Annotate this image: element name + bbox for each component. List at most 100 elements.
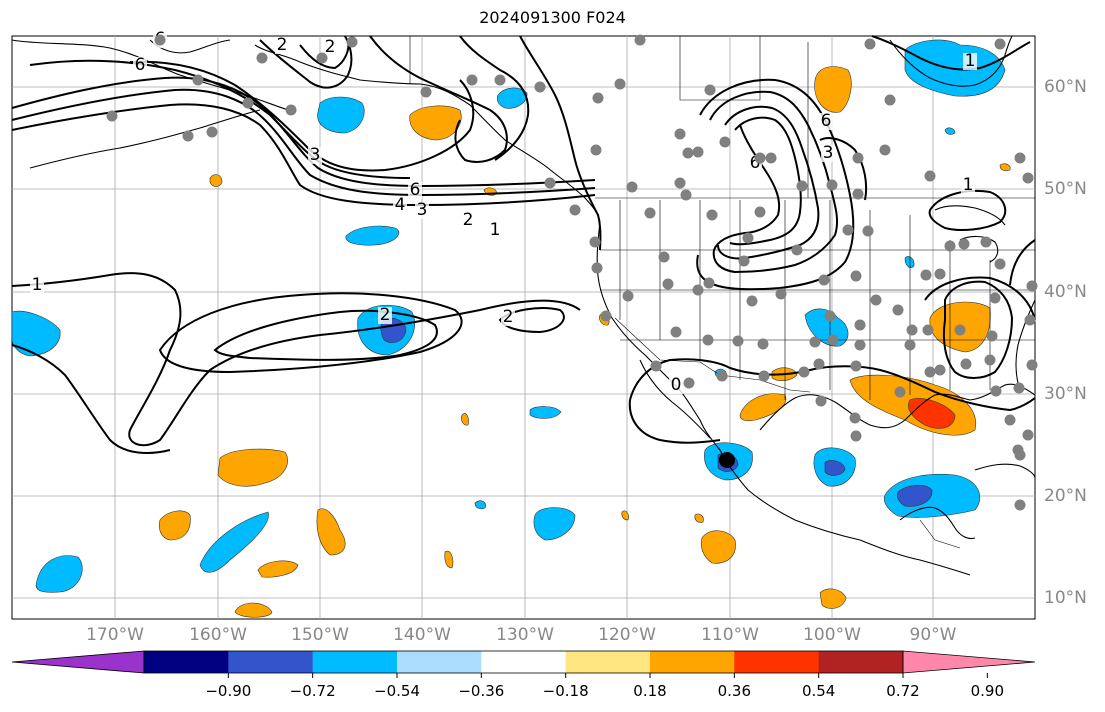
map-title: 2024091300 F024 — [479, 8, 626, 27]
station-dot — [732, 335, 744, 347]
positive-shade — [701, 530, 736, 564]
station-dot — [850, 360, 862, 372]
station-dot — [765, 152, 777, 164]
station-dot — [1014, 449, 1026, 461]
longitude-tick-label: 150°W — [291, 625, 349, 645]
station-dot — [984, 354, 996, 366]
station-dot — [242, 97, 254, 109]
positive-shade — [444, 550, 454, 569]
station-dot — [990, 385, 1002, 397]
contour-label: 1 — [963, 175, 974, 195]
station-dot — [849, 412, 861, 424]
station-dot — [569, 204, 581, 216]
station-dot — [826, 179, 838, 191]
station-dot — [534, 81, 546, 93]
storm-center-marker — [719, 452, 735, 468]
negative-shade — [11, 310, 61, 357]
station-dot — [920, 269, 932, 281]
positive-shade — [814, 66, 852, 113]
colorbar-tick-label: 0.72 — [886, 682, 920, 700]
contour-lines — [11, 35, 1036, 454]
station-dot — [960, 358, 972, 370]
station-dot — [842, 224, 854, 236]
station-dot — [1024, 314, 1036, 326]
latitude-tick-label: 10°N — [1044, 588, 1087, 608]
station-dot — [316, 52, 328, 64]
station-dot — [798, 366, 810, 378]
latitude-tick-label: 30°N — [1044, 384, 1087, 404]
negative-shade — [345, 225, 400, 246]
station-dot — [922, 324, 934, 336]
station-dot — [614, 78, 626, 90]
station-dot — [662, 278, 674, 290]
contour-label: 0 — [671, 375, 682, 395]
contour-label: 6 — [135, 55, 146, 75]
positive-shade — [819, 588, 847, 609]
station-dot — [815, 395, 827, 407]
station-dot — [850, 270, 862, 282]
station-dot — [692, 146, 704, 158]
station-dot — [466, 74, 478, 86]
longitude-tick-label: 140°W — [393, 625, 451, 645]
station-dot — [626, 181, 638, 193]
station-dot — [106, 110, 118, 122]
station-dot — [864, 38, 876, 50]
station-dot — [1004, 414, 1016, 426]
contour-label: 2 — [503, 307, 514, 327]
station-dot — [1022, 172, 1034, 184]
station-dot — [206, 126, 218, 138]
colorbar-tick-label: −0.72 — [289, 682, 336, 700]
contour-label: 2 — [277, 35, 288, 55]
station-dot — [796, 180, 808, 192]
station-dot — [994, 38, 1006, 50]
colorbar-segment — [734, 651, 820, 673]
positive-shade — [694, 513, 704, 523]
colorbar — [11, 650, 1036, 678]
contour-label: 6 — [750, 153, 761, 173]
station-dot — [989, 292, 1001, 304]
station-dot — [738, 255, 750, 267]
longitude-tick-label: 130°W — [496, 625, 554, 645]
station-dot — [544, 177, 556, 189]
station-dot — [703, 277, 715, 289]
station-dot — [706, 209, 718, 221]
contour-label: 3 — [417, 200, 428, 220]
station-dot — [879, 144, 891, 156]
station-dot — [852, 152, 864, 164]
station-dot — [986, 330, 998, 342]
colorbar-tick-label: 0.90 — [970, 682, 1005, 700]
station-dot — [809, 336, 821, 348]
colorbar-segment — [565, 651, 651, 673]
station-dot — [958, 238, 970, 250]
positive-shade — [461, 413, 469, 426]
station-dot — [852, 188, 864, 200]
negative-shade — [529, 406, 562, 419]
positive-shade — [209, 174, 223, 187]
station-dot — [906, 324, 918, 336]
station-dot — [742, 232, 754, 244]
colorbar-tick-label: −0.36 — [458, 682, 505, 700]
station-dot — [775, 288, 787, 300]
colorbar-tick-label: 0.36 — [717, 682, 752, 700]
station-dot — [192, 74, 204, 86]
negative-shade — [533, 507, 576, 541]
latitude-tick-label: 40°N — [1044, 282, 1087, 302]
positive-shade — [316, 508, 346, 556]
latitude-tick-label: 50°N — [1044, 179, 1087, 199]
station-dot — [824, 310, 836, 322]
station-dot — [1026, 280, 1038, 292]
station-dot — [494, 74, 506, 86]
station-dot — [924, 366, 936, 378]
station-dot — [285, 104, 297, 116]
station-dot — [944, 240, 956, 252]
station-dot — [634, 34, 646, 46]
contour-label: 2 — [463, 210, 474, 230]
negative-shade — [944, 127, 956, 135]
strong-negative-shade — [896, 484, 933, 507]
longitude-tick-label: 120°W — [598, 625, 656, 645]
station-dot — [791, 244, 803, 256]
station-dot — [182, 130, 194, 142]
colorbar-segment — [228, 651, 314, 673]
station-dot — [754, 152, 766, 164]
